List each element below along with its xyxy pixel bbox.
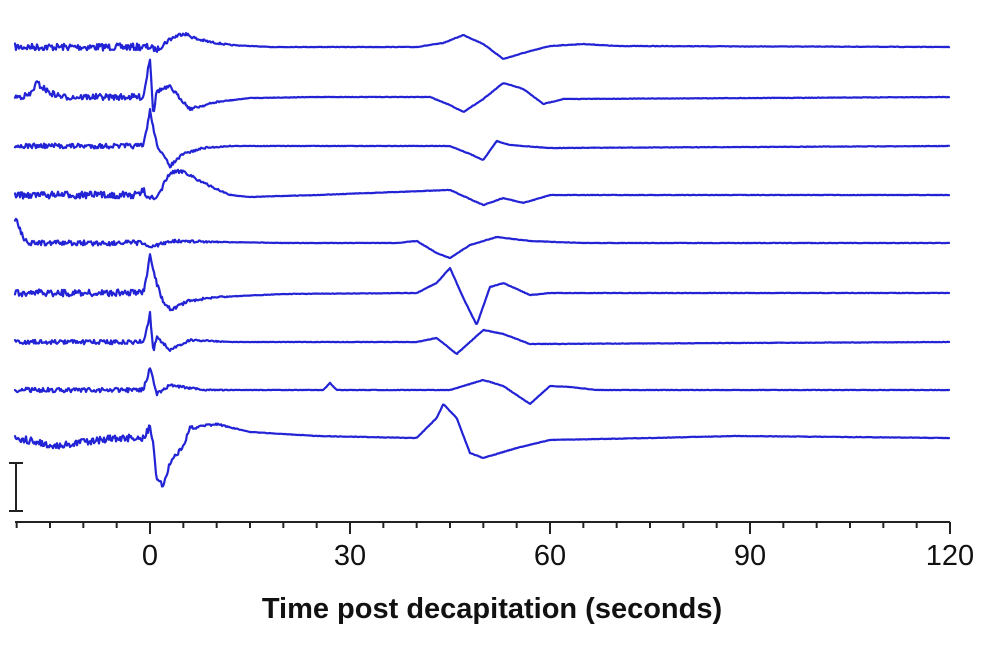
scale-bar <box>9 462 23 512</box>
x-axis-title: Time post decapitation (seconds) <box>262 593 722 625</box>
trace-8 <box>13 367 951 405</box>
x-axis: 0 30 60 90 120 <box>15 521 974 572</box>
x-tick-label: 120 <box>926 540 974 572</box>
x-tick-label: 30 <box>334 540 366 572</box>
trace-9 <box>13 403 951 488</box>
trace-4 <box>13 168 951 207</box>
x-tick-label: 90 <box>734 540 766 572</box>
trace-group <box>13 31 951 488</box>
trace-5 <box>13 217 951 260</box>
trace-2 <box>13 58 951 113</box>
x-tick-label: 0 <box>142 540 158 572</box>
trace-3 <box>13 107 951 169</box>
trace-7 <box>13 310 951 355</box>
trace-6 <box>13 253 951 325</box>
x-tick-label: 60 <box>534 540 566 572</box>
trace-1 <box>13 31 951 60</box>
